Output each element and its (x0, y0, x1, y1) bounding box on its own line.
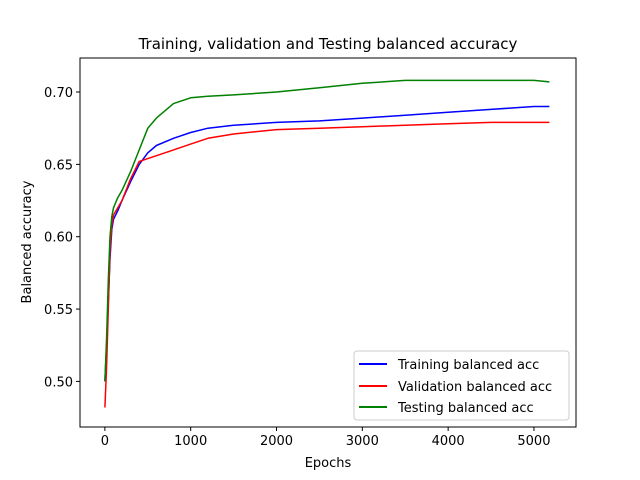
legend-label-testing: Testing balanced acc (397, 401, 534, 416)
y-tick-label: 0.50 (44, 375, 73, 390)
y-tick-label: 0.65 (44, 158, 73, 173)
legend-label-validation: Validation balanced acc (398, 380, 552, 395)
validation-series-line (104, 121, 550, 408)
x-tick-label: 0 (101, 434, 109, 449)
y-tick-label: 0.60 (44, 231, 73, 246)
x-tick-label: 5000 (517, 434, 550, 449)
y-tick-label: 0.70 (44, 86, 73, 101)
chart-title: Training, validation and Testing balance… (138, 35, 518, 53)
x-tick-label: 4000 (432, 434, 465, 449)
x-axis-ticks: 0 1000 2000 3000 4000 5000 (101, 427, 550, 449)
plot-series (104, 79, 550, 408)
y-axis-label: Balanced accuracy (20, 180, 35, 303)
x-axis-label: Epochs (305, 456, 352, 471)
testing-series-line (104, 79, 550, 382)
y-tick-label: 0.55 (44, 303, 73, 318)
plot-frame (79, 57, 577, 428)
legend-box (353, 350, 570, 421)
x-tick-label: 2000 (260, 434, 293, 449)
y-axis-ticks: 0.50 0.55 0.60 0.65 0.70 (44, 86, 80, 390)
legend-label-training: Training balanced acc (397, 358, 539, 373)
x-tick-label: 3000 (346, 434, 379, 449)
legend: Training balanced acc Validation balance… (353, 350, 570, 421)
x-tick-label: 1000 (174, 434, 207, 449)
